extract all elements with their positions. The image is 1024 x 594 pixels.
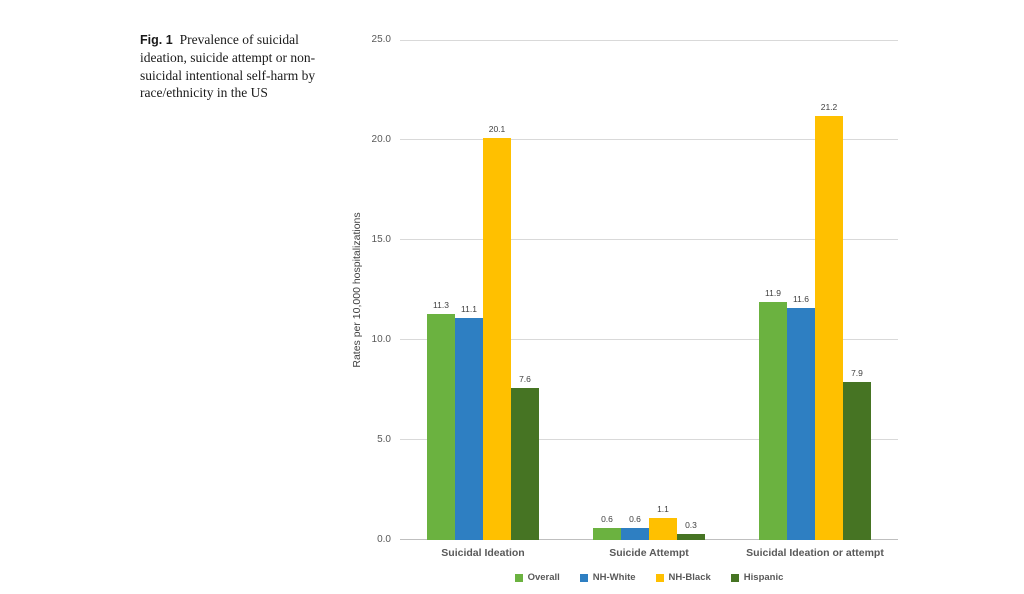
data-label-nh-white-1: 11.1: [461, 304, 477, 314]
gridline-y-15.0: [400, 239, 898, 240]
data-label-nh-white-2: 0.6: [629, 514, 641, 524]
y-tick-label-5.0: 5.0: [377, 434, 391, 445]
y-tick-label-10.0: 10.0: [371, 334, 391, 345]
bar-hispanic-2: [677, 534, 705, 540]
bar-nh-white-2: [621, 528, 649, 540]
data-label-nh-black-3: 21.2: [820, 102, 838, 112]
bar-nh-white-3: [787, 308, 815, 540]
gridline-y-10.0: [400, 339, 898, 340]
legend-swatch-icon: [730, 573, 739, 582]
x-category-label-2: Suicide Attempt: [609, 547, 689, 559]
bar-nh-black-2: [649, 518, 677, 540]
bar-hispanic-1: [511, 388, 539, 540]
data-label-overall-3: 11.9: [765, 288, 781, 298]
bar-nh-white-1: [455, 318, 483, 540]
legend-label: Overall: [527, 572, 560, 583]
x-category-label-1: Suicidal Ideation: [441, 547, 525, 559]
data-label-hispanic-1: 7.6: [519, 374, 531, 384]
legend-item-hispanic: Hispanic: [730, 572, 784, 583]
legend-item-overall: Overall: [514, 572, 560, 583]
gridline-y-5.0: [400, 439, 898, 440]
legend-item-nh-white: NH-White: [579, 572, 636, 583]
legend: Overall NH-White NH-Black Hispanic: [400, 572, 898, 583]
plot-area: 11.3 11.1 20.1 7.6 0.6 0.6 1.1 0.3 11.9 11.6 21.2 7…: [400, 40, 898, 540]
figure-caption-text: Prevalence of suicidal ideation, suicide…: [140, 32, 316, 101]
bar-overall-2: [593, 528, 621, 540]
legend-label: NH-Black: [668, 572, 711, 583]
data-label-hispanic-3: 7.9: [851, 368, 863, 378]
legend-swatch-icon: [655, 573, 664, 582]
legend-swatch-icon: [579, 573, 588, 582]
data-label-overall-1: 11.3: [433, 300, 449, 310]
data-label-nh-white-3: 11.6: [793, 294, 809, 304]
bar-overall-1: [427, 314, 455, 540]
bar-nh-black-1: [483, 138, 511, 540]
gridline-y-20.0: [400, 139, 898, 140]
data-label-nh-black-2: 1.1: [657, 504, 669, 514]
legend-label: NH-White: [592, 572, 636, 583]
gridline-y-25.0: [400, 40, 898, 41]
figure-caption-label: Fig. 1: [140, 33, 173, 47]
data-label-hispanic-2: 0.3: [685, 520, 697, 530]
y-tick-label-20.0: 20.0: [371, 134, 391, 145]
bar-overall-3: [759, 302, 787, 540]
figure-caption: Fig. 1 Prevalence of suicidal ideation, s…: [140, 31, 342, 102]
legend-label: Hispanic: [743, 572, 784, 583]
y-tick-label-0.0: 0.0: [377, 534, 391, 545]
x-category-label-3: Suicidal Ideation or attempt: [746, 547, 884, 559]
y-tick-label-25.0: 25.0: [371, 34, 391, 45]
y-tick-label-15.0: 15.0: [371, 234, 391, 245]
data-label-nh-black-1: 20.1: [488, 124, 506, 134]
legend-item-nh-black: NH-Black: [655, 572, 711, 583]
bar-hispanic-3: [843, 382, 871, 540]
data-label-overall-2: 0.6: [601, 514, 613, 524]
bar-nh-black-3: [815, 116, 843, 540]
legend-swatch-icon: [514, 573, 523, 582]
